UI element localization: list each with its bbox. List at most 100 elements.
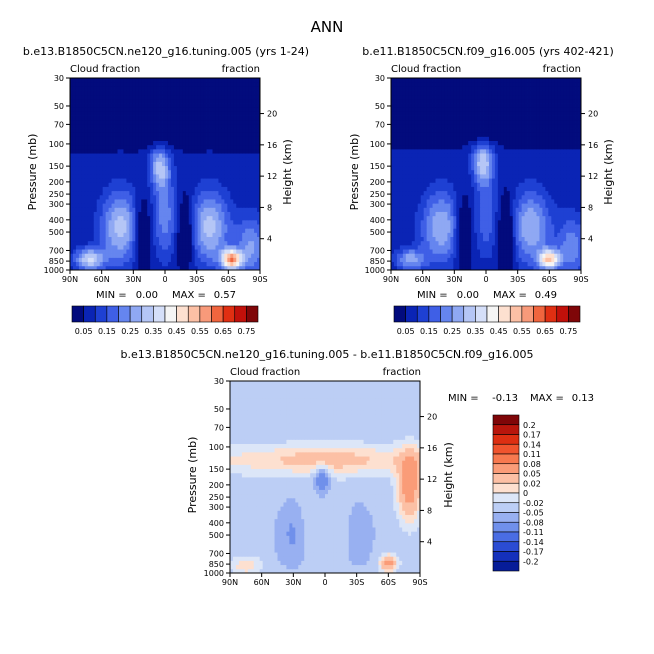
contour-cell bbox=[456, 178, 460, 183]
contour-cell bbox=[188, 115, 193, 121]
contour-cell bbox=[465, 253, 469, 258]
contour-cell bbox=[465, 240, 469, 246]
contour-cell bbox=[524, 261, 528, 267]
contour-cell bbox=[194, 182, 199, 187]
contour-cell bbox=[408, 161, 413, 167]
contour-cell bbox=[453, 194, 457, 200]
contour-cell bbox=[399, 211, 404, 217]
contour-cell bbox=[521, 244, 525, 250]
y-tick-label: 200 bbox=[49, 178, 64, 187]
contour-cell bbox=[233, 194, 237, 200]
contour-cell bbox=[569, 148, 573, 154]
contour-cell bbox=[108, 111, 112, 116]
contour-cell bbox=[206, 224, 210, 229]
contour-cell bbox=[162, 82, 166, 87]
contour-cell bbox=[99, 119, 104, 125]
contour-cell bbox=[563, 224, 567, 229]
contour-cell bbox=[248, 261, 252, 267]
contour-cell bbox=[102, 228, 107, 233]
contour-cell bbox=[438, 148, 442, 154]
contour-cell bbox=[233, 207, 237, 212]
contour-cell bbox=[245, 207, 249, 212]
contour-cell bbox=[524, 228, 528, 233]
contour-cell bbox=[411, 178, 416, 183]
contour-cell bbox=[572, 161, 576, 167]
contour-cell bbox=[212, 236, 216, 242]
contour-cell bbox=[545, 244, 549, 250]
contour-cell bbox=[78, 90, 83, 96]
contour-cell bbox=[129, 224, 133, 229]
contour-cell bbox=[150, 199, 154, 204]
contour-cell bbox=[578, 178, 582, 183]
contour-cell bbox=[156, 265, 160, 271]
contour-cell bbox=[227, 190, 231, 196]
contour-cell bbox=[239, 132, 243, 137]
contour-cell bbox=[194, 123, 199, 129]
contour-cell bbox=[126, 94, 130, 100]
contour-cell bbox=[488, 261, 493, 267]
contour-cell bbox=[566, 178, 570, 183]
contour-cell bbox=[212, 249, 216, 254]
contour-cell bbox=[224, 136, 228, 141]
contour-cell bbox=[70, 128, 74, 133]
contour-cell bbox=[162, 232, 166, 237]
contour-cell bbox=[108, 211, 112, 217]
contour-cell bbox=[245, 215, 249, 221]
contour-cell bbox=[224, 153, 228, 158]
contour-cell bbox=[438, 203, 442, 208]
contour-cell bbox=[75, 86, 80, 91]
contour-cell bbox=[477, 253, 481, 258]
contour-cell bbox=[197, 107, 202, 112]
contour-cell bbox=[542, 194, 546, 200]
contour-cell bbox=[224, 219, 228, 225]
contour-cell bbox=[218, 115, 222, 121]
contour-cell bbox=[566, 257, 570, 263]
contour-cell bbox=[414, 207, 419, 212]
contour-cell bbox=[224, 140, 228, 146]
contour-cell bbox=[78, 123, 83, 129]
contour-cell bbox=[221, 153, 225, 158]
contour-cell bbox=[575, 165, 579, 171]
contour-cell bbox=[120, 224, 124, 229]
contour-cell bbox=[500, 261, 505, 267]
contour-cell bbox=[512, 178, 517, 183]
contour-cell bbox=[111, 182, 115, 187]
contour-cell bbox=[197, 111, 202, 116]
contour-cell bbox=[170, 199, 175, 204]
contour-cell bbox=[153, 178, 157, 183]
contour-cell bbox=[483, 224, 487, 229]
contour-cell bbox=[105, 78, 109, 83]
contour-cell bbox=[248, 249, 252, 254]
contour-cell bbox=[506, 261, 511, 267]
contour-cell bbox=[117, 178, 121, 183]
contour-cell bbox=[432, 203, 436, 208]
contour-cell bbox=[408, 249, 413, 254]
contour-cell bbox=[515, 240, 520, 246]
contour-cell bbox=[569, 215, 573, 221]
contour-cell bbox=[530, 144, 534, 150]
contour-cell bbox=[509, 253, 514, 258]
contour-cell bbox=[165, 190, 169, 196]
contour-cell bbox=[417, 182, 422, 187]
contour-cell bbox=[468, 144, 472, 150]
contour-cell bbox=[509, 190, 514, 196]
contour-cell bbox=[566, 211, 570, 217]
contour-cell bbox=[414, 178, 419, 183]
contour-cell bbox=[72, 236, 77, 242]
contour-cell bbox=[414, 182, 419, 187]
contour-cell bbox=[221, 165, 225, 171]
contour-cell bbox=[165, 82, 169, 87]
contour-cell bbox=[117, 203, 121, 208]
contour-cell bbox=[135, 94, 139, 100]
contour-cell bbox=[393, 140, 398, 146]
contour-cell bbox=[84, 157, 89, 162]
contour-cell bbox=[162, 265, 166, 271]
contour-cell bbox=[194, 203, 199, 208]
contour-cell bbox=[539, 194, 543, 200]
contour-cell bbox=[96, 178, 101, 183]
contour-cell bbox=[251, 140, 255, 146]
contour-cell bbox=[402, 249, 407, 254]
contour-cell bbox=[411, 219, 416, 225]
contour-cell bbox=[257, 115, 261, 121]
contour-cell bbox=[509, 144, 514, 150]
